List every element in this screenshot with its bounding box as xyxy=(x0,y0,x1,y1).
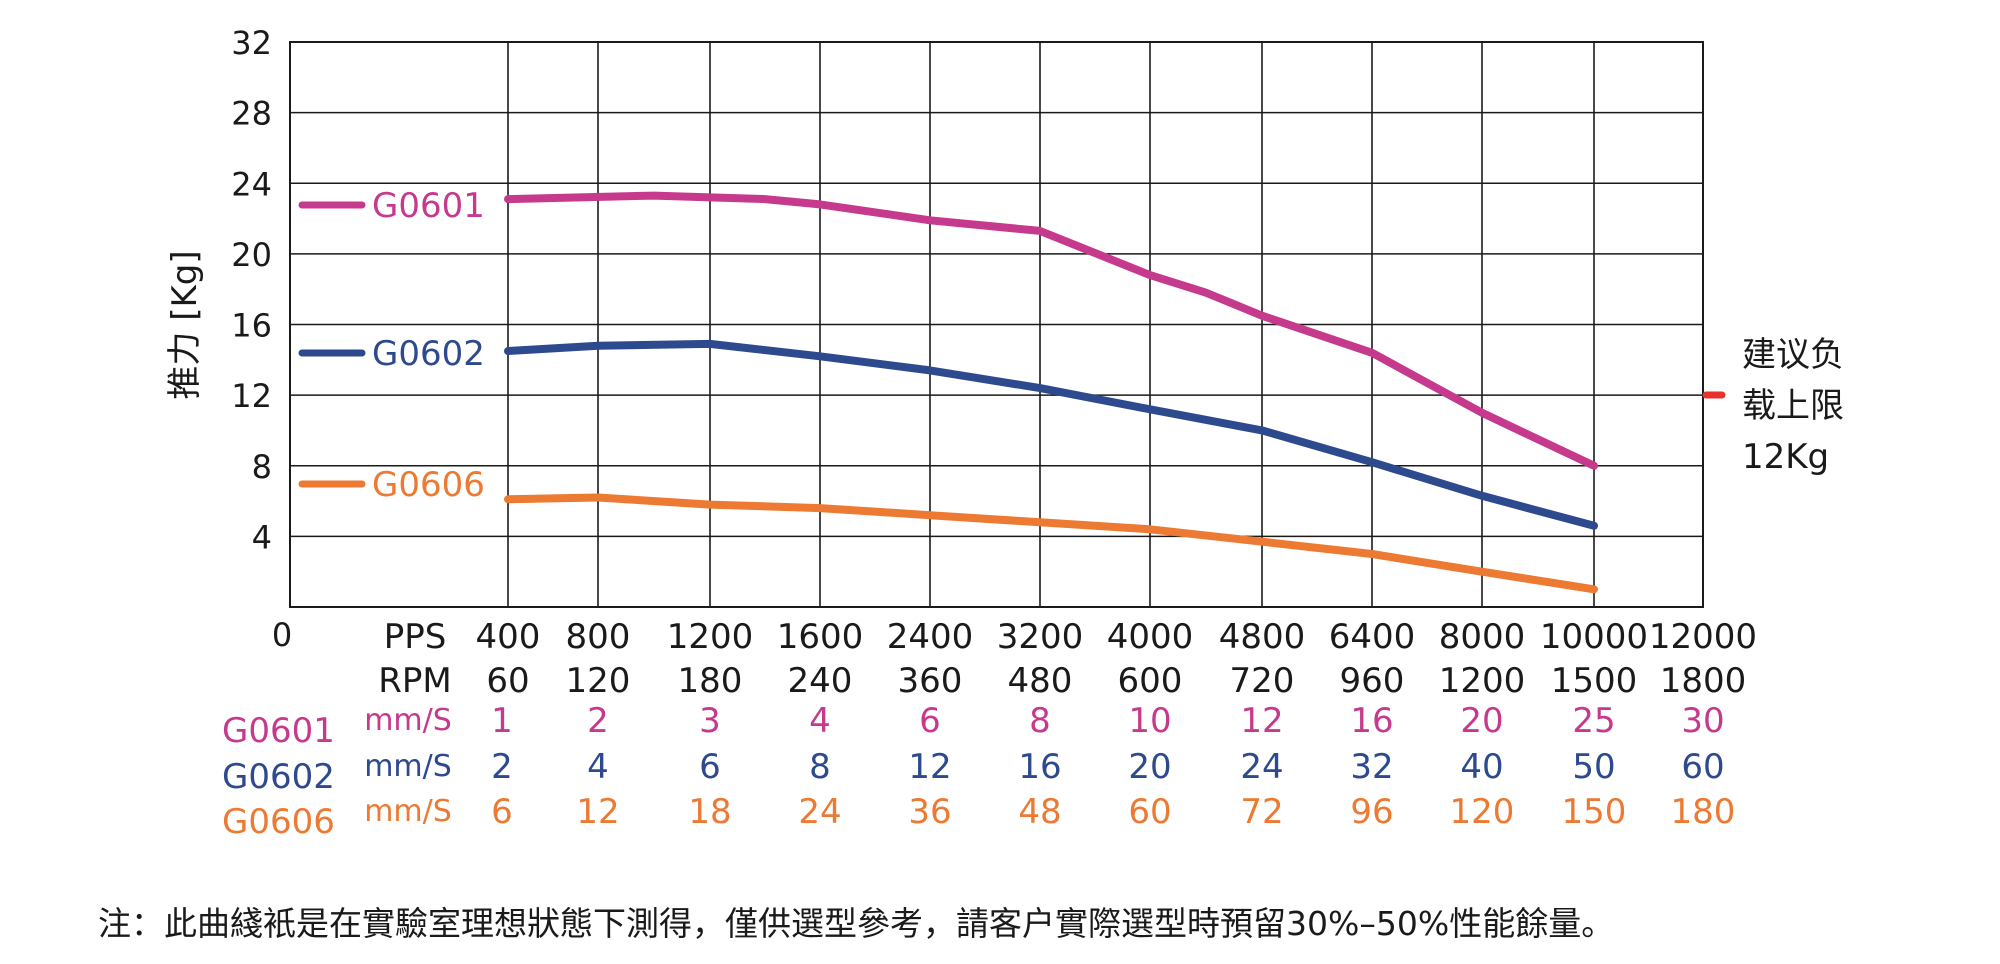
table-row-unit: mm/S xyxy=(364,749,452,784)
table-cell: 8 xyxy=(809,747,831,787)
table-cell: 24 xyxy=(1240,747,1283,787)
chart-grid xyxy=(290,41,1703,607)
table-cell: 60 xyxy=(1128,792,1171,832)
pps-tick-label: 10000 xyxy=(1540,617,1648,657)
table-cell: 30 xyxy=(1681,701,1724,741)
table-cell: 10 xyxy=(1128,701,1171,741)
y-tick-label: 4 xyxy=(252,518,272,556)
table-row-series-label: G0602 xyxy=(222,757,335,797)
pps-tick-label: 1600 xyxy=(777,617,864,657)
pps-tick-label: 800 xyxy=(566,617,631,657)
legend-label: G0606 xyxy=(372,465,485,505)
legend-label: G0602 xyxy=(372,334,485,374)
table-cell: 16 xyxy=(1350,701,1393,741)
series-legend: G0601 G0602 G0606 xyxy=(298,186,485,505)
table-cell: 8 xyxy=(1029,701,1051,741)
table-cell: 96 xyxy=(1350,792,1393,832)
y-tick-label: 24 xyxy=(231,165,272,203)
table-cell: 12 xyxy=(1240,701,1283,741)
rpm-tick-label: 960 xyxy=(1340,661,1405,701)
rpm-tick-label: 1500 xyxy=(1551,661,1638,701)
y-tick-label: 16 xyxy=(231,307,272,345)
pps-tick-label: 8000 xyxy=(1439,617,1526,657)
table-cell: 4 xyxy=(587,747,609,787)
table-cell: 40 xyxy=(1460,747,1503,787)
legend-label: G0601 xyxy=(372,186,485,226)
table-cell: 60 xyxy=(1681,747,1724,787)
table-cell: 32 xyxy=(1350,747,1393,787)
pps-tick-label: 12000 xyxy=(1649,617,1757,657)
table-cell: 48 xyxy=(1018,792,1061,832)
pps-row-label: PPS xyxy=(384,617,447,657)
table-cell: 25 xyxy=(1572,701,1615,741)
table-cell: 3 xyxy=(699,701,721,741)
table-row-unit: mm/S xyxy=(364,794,452,829)
rpm-tick-label: 60 xyxy=(486,661,529,701)
table-cell: 4 xyxy=(809,701,831,741)
y-tick-label: 20 xyxy=(231,236,272,274)
origin-label: 0 xyxy=(272,616,292,654)
table-cell: 18 xyxy=(688,792,731,832)
pps-tick-label: 4000 xyxy=(1107,617,1194,657)
rpm-tick-label: 720 xyxy=(1230,661,1295,701)
table-cell: 2 xyxy=(491,747,513,787)
rpm-tick-label: 180 xyxy=(678,661,743,701)
rpm-tick-label: 480 xyxy=(1008,661,1073,701)
table-cell: 1 xyxy=(491,701,513,741)
table-cell: 16 xyxy=(1018,747,1061,787)
table-cell: 20 xyxy=(1460,701,1503,741)
rpm-tick-label: 120 xyxy=(566,661,631,701)
y-tick-label: 32 xyxy=(231,24,272,62)
rpm-tick-label: 600 xyxy=(1118,661,1183,701)
plot-frame xyxy=(289,41,1704,608)
table-row-unit: mm/S xyxy=(364,703,452,738)
table-cell: 150 xyxy=(1562,792,1627,832)
table-cell: 120 xyxy=(1450,792,1515,832)
y-tick-label: 12 xyxy=(231,377,272,415)
table-cell: 20 xyxy=(1128,747,1171,787)
table-cell: 6 xyxy=(919,701,941,741)
series-line-g0602 xyxy=(504,339,1598,530)
pps-tick-label: 6400 xyxy=(1329,617,1416,657)
rpm-tick-label: 360 xyxy=(898,661,963,701)
rpm-tick-label: 1200 xyxy=(1439,661,1526,701)
series-line-g0601 xyxy=(504,191,1598,470)
y-axis: 4 8 12 16 20 24 28 32 0 xyxy=(231,24,292,654)
rpm-tick-label: 1800 xyxy=(1660,661,1747,701)
table-cell: 2 xyxy=(587,701,609,741)
series-lines xyxy=(504,191,1598,594)
table-cell: 12 xyxy=(576,792,619,832)
table-cell: 24 xyxy=(798,792,841,832)
table-cell: 72 xyxy=(1240,792,1283,832)
limit-label-line: 载上限 xyxy=(1742,386,1844,426)
series-line-g0606 xyxy=(504,493,1598,594)
table-cell: 36 xyxy=(908,792,951,832)
pps-tick-label: 400 xyxy=(476,617,541,657)
pps-tick-label: 4800 xyxy=(1219,617,1306,657)
rpm-tick-label: 240 xyxy=(788,661,853,701)
table-row-series-label: G0606 xyxy=(222,802,335,842)
footnote: 注：此曲綫衹是在實驗室理想狀態下測得，僅供選型參考，請客户實際選型時預留30%–… xyxy=(98,904,1614,943)
pps-tick-label: 2400 xyxy=(887,617,974,657)
rpm-row-label: RPM xyxy=(378,661,451,701)
y-tick-label: 8 xyxy=(252,448,272,486)
table-cell: 6 xyxy=(699,747,721,787)
table-cell: 180 xyxy=(1671,792,1736,832)
table-cell: 12 xyxy=(908,747,951,787)
table-row-series-label: G0601 xyxy=(222,711,335,751)
pps-tick-label: 1200 xyxy=(667,617,754,657)
table-cell: 50 xyxy=(1572,747,1615,787)
y-axis-label: 推力 [Kg] xyxy=(165,250,205,399)
y-tick-label: 28 xyxy=(231,95,272,133)
pps-tick-label: 3200 xyxy=(997,617,1084,657)
limit-label-line: 12Kg xyxy=(1742,437,1829,477)
table-cell: 6 xyxy=(491,792,513,832)
limit-label-line: 建议负 xyxy=(1742,335,1844,375)
